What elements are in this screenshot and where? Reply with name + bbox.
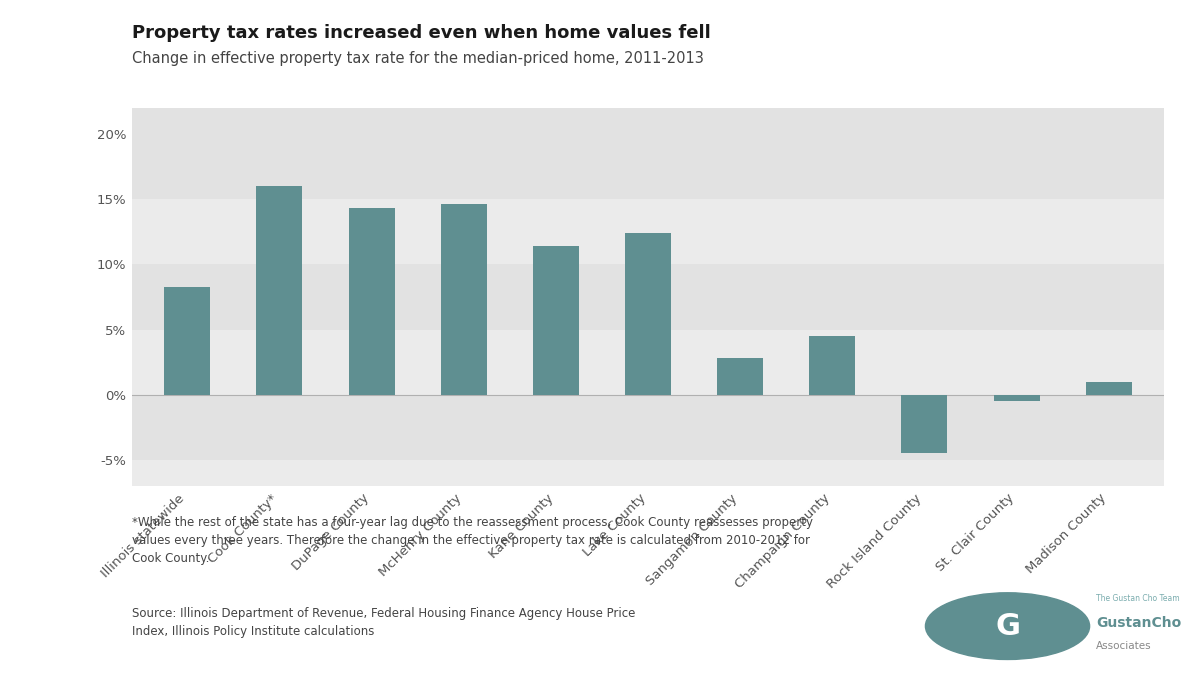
Text: Source: Illinois Department of Revenue, Federal Housing Finance Agency House Pri: Source: Illinois Department of Revenue, …	[132, 608, 635, 639]
Text: GustanCho: GustanCho	[1096, 616, 1181, 630]
Circle shape	[925, 593, 1090, 659]
Bar	[625, 233, 671, 395]
Text: *While the rest of the state has a four-year lag due to the reassessment process: *While the rest of the state has a four-…	[132, 516, 814, 566]
Bar	[440, 205, 487, 395]
Bar	[132, 460, 1164, 486]
Bar	[132, 199, 1164, 265]
Text: Change in effective property tax rate for the median-priced home, 2011-2013: Change in effective property tax rate fo…	[132, 51, 704, 65]
Bar	[164, 287, 210, 395]
Bar	[257, 186, 302, 395]
Text: Associates: Associates	[1096, 641, 1152, 651]
Bar	[994, 395, 1039, 401]
Bar	[533, 246, 578, 395]
Bar	[132, 134, 1164, 199]
Bar	[809, 336, 856, 395]
Bar	[132, 329, 1164, 395]
Text: Property tax rates increased even when home values fell: Property tax rates increased even when h…	[132, 24, 710, 42]
Text: G: G	[995, 612, 1020, 641]
Bar	[901, 395, 948, 454]
Text: The Gustan Cho Team: The Gustan Cho Team	[1096, 593, 1180, 603]
Bar	[718, 358, 763, 395]
Bar	[1086, 382, 1132, 395]
Bar	[348, 209, 395, 395]
Bar	[132, 395, 1164, 460]
Bar	[132, 265, 1164, 329]
Bar	[132, 108, 1164, 134]
